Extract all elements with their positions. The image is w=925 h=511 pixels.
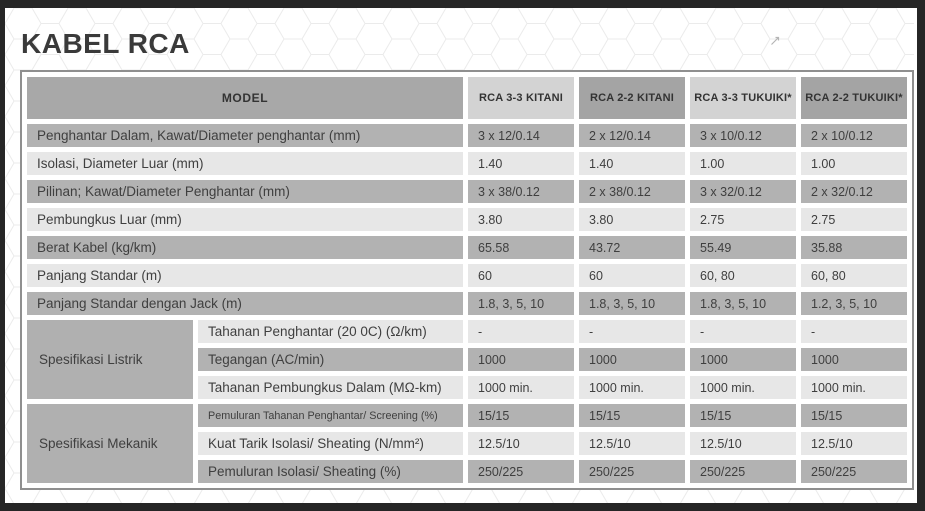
value-cell: 15/15 (690, 404, 796, 427)
value-cell: 12.5/10 (579, 432, 685, 455)
value-cell: 3.80 (468, 208, 574, 231)
value-cell: - (579, 320, 685, 343)
row-label: Tahanan Penghantar (20 0C) (Ω/km) (198, 320, 463, 343)
value-cell: 1.8, 3, 5, 10 (579, 292, 685, 315)
value-cell: 1000 min. (690, 376, 796, 399)
table-row: Pemuluran Tahanan Penghantar/ Screening … (198, 404, 907, 427)
table-row: Penghantar Dalam, Kawat/Diameter penghan… (27, 124, 907, 147)
value-cell: 15/15 (468, 404, 574, 427)
column-header-cell: RCA 3-3 KITANI (468, 77, 574, 119)
column-header-cell: RCA 2-2 KITANI (579, 77, 685, 119)
row-label: Panjang Standar (m) (27, 264, 463, 287)
value-cell: 2 x 32/0.12 (801, 180, 907, 203)
table-row: Berat Kabel (kg/km) 65.58 43.72 55.49 35.88 (27, 236, 907, 259)
group-rows: Pemuluran Tahanan Penghantar/ Screening … (198, 404, 907, 483)
table-row: Tahanan Penghantar (20 0C) (Ω/km) - - - - (198, 320, 907, 343)
column-header-cell: RCA 2-2 TUKUIKI* (801, 77, 907, 119)
value-cell: 1.40 (579, 152, 685, 175)
table-group-sections: Spesifikasi Listrik Tahanan Penghantar (2… (27, 320, 907, 483)
row-label: Penghantar Dalam, Kawat/Diameter penghan… (27, 124, 463, 147)
mouse-cursor-icon (771, 36, 780, 45)
value-cell: 1000 min. (468, 376, 574, 399)
value-cell: 60, 80 (690, 264, 796, 287)
value-cell: 3.80 (579, 208, 685, 231)
value-cell: 2.75 (801, 208, 907, 231)
row-label: Pilinan; Kawat/Diameter Penghantar (mm) (27, 180, 463, 203)
table-rows: Penghantar Dalam, Kawat/Diameter penghan… (27, 124, 907, 315)
value-cell: 35.88 (801, 236, 907, 259)
group-rows: Tahanan Penghantar (20 0C) (Ω/km) - - - - Teg… (198, 320, 907, 399)
table-row: Isolasi, Diameter Luar (mm) 1.40 1.40 1.00 1… (27, 152, 907, 175)
table-header-row: MODEL RCA 3-3 KITANI RCA 2-2 KITANI RCA 3-… (27, 77, 907, 119)
value-cell: 65.58 (468, 236, 574, 259)
value-cell: 2 x 10/0.12 (801, 124, 907, 147)
value-cell: 2 x 12/0.14 (579, 124, 685, 147)
table-row: Pilinan; Kawat/Diameter Penghantar (mm) 3… (27, 180, 907, 203)
value-cell: 12.5/10 (801, 432, 907, 455)
value-cell: 250/225 (801, 460, 907, 483)
value-cell: 1.00 (690, 152, 796, 175)
row-label: Pemuluran Isolasi/ Sheating (%) (198, 460, 463, 483)
row-label: Pemuluran Tahanan Penghantar/ Screening … (198, 404, 463, 427)
value-cell: 250/225 (579, 460, 685, 483)
value-cell: 60 (468, 264, 574, 287)
value-cell: - (690, 320, 796, 343)
row-label: Berat Kabel (kg/km) (27, 236, 463, 259)
value-cell: 1.8, 3, 5, 10 (468, 292, 574, 315)
value-cell: 250/225 (690, 460, 796, 483)
value-cell: 1000 (690, 348, 796, 371)
value-cell: 15/15 (579, 404, 685, 427)
value-cell: 1.40 (468, 152, 574, 175)
value-cell: - (801, 320, 907, 343)
spec-table: MODEL RCA 3-3 KITANI RCA 2-2 KITANI RCA 3-… (20, 70, 914, 490)
value-cell: 1.2, 3, 5, 10 (801, 292, 907, 315)
value-cell: 60 (579, 264, 685, 287)
row-label: Isolasi, Diameter Luar (mm) (27, 152, 463, 175)
value-cell: 2.75 (690, 208, 796, 231)
row-label: Pembungkus Luar (mm) (27, 208, 463, 231)
table-group-section: Spesifikasi Listrik Tahanan Penghantar (2… (27, 320, 907, 399)
group-label: Spesifikasi Mekanik (27, 404, 193, 483)
model-header-cell: MODEL (27, 77, 463, 119)
value-cell: 1.00 (801, 152, 907, 175)
value-cell: 2 x 38/0.12 (579, 180, 685, 203)
row-label: Tahanan Pembungkus Dalam (MΩ-km) (198, 376, 463, 399)
value-cell: 3 x 12/0.14 (468, 124, 574, 147)
group-label: Spesifikasi Listrik (27, 320, 193, 399)
page-title: KABEL RCA (21, 28, 190, 59)
table-row: Panjang Standar dengan Jack (m) 1.8, 3, 5… (27, 292, 907, 315)
value-cell: 12.5/10 (468, 432, 574, 455)
value-cell: 3 x 32/0.12 (690, 180, 796, 203)
value-cell: 1000 min. (579, 376, 685, 399)
table-group-section: Spesifikasi Mekanik Pemuluran Tahanan Pen… (27, 404, 907, 483)
value-cell: 1000 (468, 348, 574, 371)
table-row: Panjang Standar (m) 60 60 60, 80 60, 80 (27, 264, 907, 287)
value-cell: 1000 (801, 348, 907, 371)
row-label: Panjang Standar dengan Jack (m) (27, 292, 463, 315)
value-cell: 1000 (579, 348, 685, 371)
value-cell: 43.72 (579, 236, 685, 259)
value-cell: - (468, 320, 574, 343)
table-row: Pemuluran Isolasi/ Sheating (%) 250/225 25… (198, 460, 907, 483)
value-cell: 15/15 (801, 404, 907, 427)
value-cell: 3 x 38/0.12 (468, 180, 574, 203)
column-header-cell: RCA 3-3 TUKUIKI* (690, 77, 796, 119)
value-cell: 12.5/10 (690, 432, 796, 455)
row-label: Tegangan (AC/min) (198, 348, 463, 371)
value-cell: 250/225 (468, 460, 574, 483)
value-cell: 55.49 (690, 236, 796, 259)
table-row: Tahanan Pembungkus Dalam (MΩ-km) 1000 min… (198, 376, 907, 399)
value-cell: 60, 80 (801, 264, 907, 287)
value-cell: 1.8, 3, 5, 10 (690, 292, 796, 315)
table-row: Kuat Tarik Isolasi/ Sheating (N/mm²) 12.5… (198, 432, 907, 455)
value-cell: 1000 min. (801, 376, 907, 399)
table-row: Pembungkus Luar (mm) 3.80 3.80 2.75 2.75 (27, 208, 907, 231)
value-cell: 3 x 10/0.12 (690, 124, 796, 147)
table-row: Tegangan (AC/min) 1000 1000 1000 1000 (198, 348, 907, 371)
row-label: Kuat Tarik Isolasi/ Sheating (N/mm²) (198, 432, 463, 455)
